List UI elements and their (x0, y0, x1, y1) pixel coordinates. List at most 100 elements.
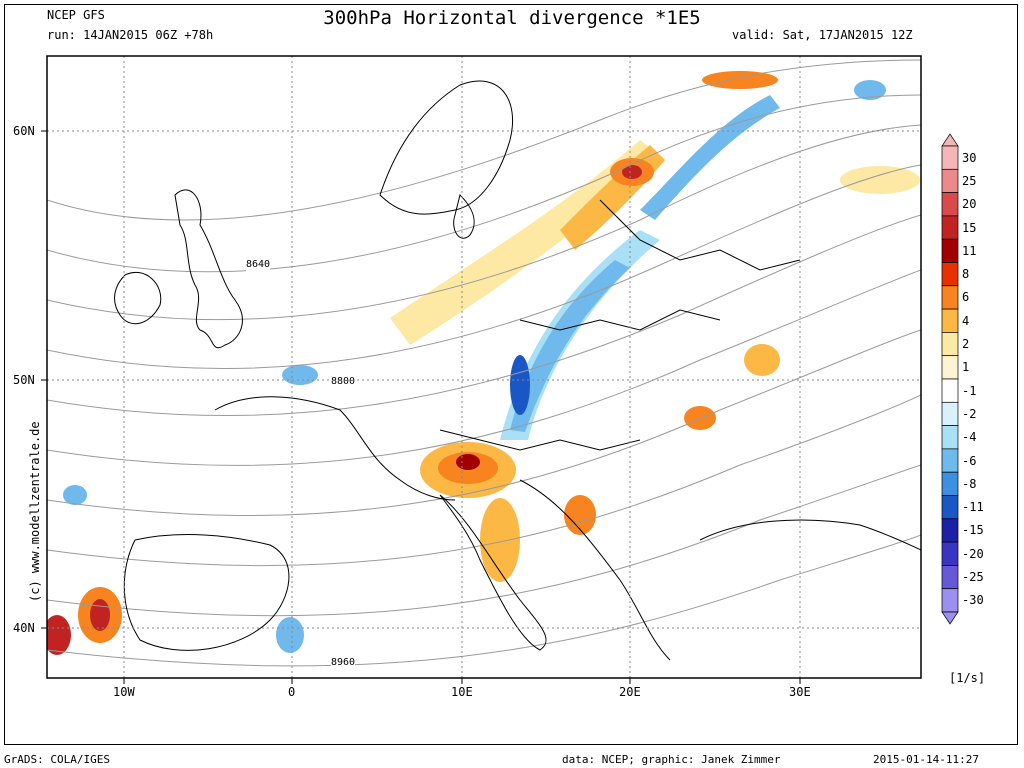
colorbar-swatch (941, 215, 959, 240)
colorbar-label: 2 (962, 337, 970, 352)
footer-center: data: NCEP; graphic: Janek Zimmer (562, 753, 781, 766)
model-label: NCEP GFS (47, 8, 105, 22)
colorbar-label: -8 (962, 476, 977, 491)
divergence-atlantic-core (90, 599, 110, 631)
colorbar-swatch (941, 238, 959, 263)
black-sea-coast (699, 519, 921, 551)
colorbar-label: 25 (962, 173, 977, 188)
map-border (46, 55, 922, 679)
colorbar-label: -30 (962, 593, 984, 608)
colorbar-arrow-bottom (941, 611, 959, 625)
colorbar-swatch (941, 425, 959, 450)
colorbar-label: -1 (962, 383, 977, 398)
balkans-coast (519, 479, 671, 661)
colorbar-label: 6 (962, 290, 970, 305)
lat-label-60n: 60N (13, 124, 35, 138)
colorbar-swatch (941, 192, 959, 217)
colorbar-label: -2 (962, 406, 977, 421)
footer-right: 2015-01-14-11:27 (873, 753, 979, 766)
colorbar-swatch (941, 145, 959, 170)
divergence-northeast (840, 166, 920, 194)
colorbar-unit: [1/s] (949, 671, 986, 685)
colorbar-swatch (941, 378, 959, 403)
colorbar (941, 133, 959, 625)
colorbar-label: -11 (962, 500, 984, 515)
colorbar-label: 20 (962, 197, 977, 212)
lon-label-30e: 30E (789, 685, 811, 699)
denmark-coast (453, 194, 475, 239)
colorbar-swatch (941, 495, 959, 520)
divergence-east (744, 344, 780, 376)
divergence-italy (480, 498, 520, 582)
colorbar-label: -4 (962, 430, 977, 445)
convergence-channel (282, 365, 318, 385)
divergence-atlantic-west (47, 615, 71, 655)
run-label: run: 14JAN2015 06Z +78h (47, 28, 214, 42)
colorbar-label: 1 (962, 360, 970, 375)
colorbar-label: 15 (962, 220, 977, 235)
france-coast (214, 396, 456, 501)
lon-label-10e: 10E (451, 685, 473, 699)
colorbar-swatch (941, 262, 959, 287)
convergence-atlantic (63, 485, 87, 505)
contour-label-8960: 8960 (331, 656, 356, 670)
divergence-carpathians (684, 406, 716, 430)
divergence-field (47, 56, 921, 678)
colorbar-label: 11 (962, 243, 977, 258)
contour-label-8800: 8800 (331, 375, 356, 389)
divergence-alps-core (456, 454, 480, 470)
convergence-band-inner (510, 260, 630, 432)
lon-label-20e: 20E (619, 685, 641, 699)
convergence-band-north (640, 95, 780, 220)
lon-label-10w: 10W (113, 685, 135, 699)
colorbar-swatch (941, 332, 959, 357)
lat-label-40n: 40N (13, 621, 35, 635)
colorbar-label: 8 (962, 267, 970, 282)
divergence-max-north-core (622, 165, 642, 179)
border-alps (439, 429, 641, 451)
colorbar-label: 4 (962, 313, 970, 328)
convergence-spain (276, 617, 304, 653)
colorbar-label: -20 (962, 546, 984, 561)
footer-left: GrADS: COLA/IGES (4, 753, 110, 766)
colorbar-swatch (941, 471, 959, 496)
colorbar-label: -6 (962, 453, 977, 468)
scandinavia-coast (379, 80, 514, 215)
coastlines (114, 80, 921, 661)
colorbar-swatch (941, 588, 959, 613)
iberia-coast (123, 534, 290, 651)
axis-ticks (41, 130, 801, 684)
colorbar-swatch (941, 448, 959, 473)
lat-label-50n: 50N (13, 373, 35, 387)
colorbar-swatch (941, 518, 959, 543)
contour-label-8640: 8640 (246, 258, 271, 272)
page-frame (4, 4, 1018, 745)
border-baltic (599, 199, 801, 271)
colorbar-swatch (941, 308, 959, 333)
height-isolines (47, 59, 921, 667)
convergence-northeast (854, 80, 886, 100)
border-central (519, 309, 721, 331)
colorbar-arrow-top (941, 133, 959, 147)
divergence-band-positive (390, 140, 660, 345)
ireland-coast (114, 271, 162, 325)
valid-label: valid: Sat, 17JAN2015 12Z (732, 28, 913, 42)
watermark: (c) www.modellzentrale.de (28, 421, 42, 602)
colorbar-swatch (941, 285, 959, 310)
colorbar-swatch (941, 401, 959, 426)
graticule (47, 56, 921, 678)
colorbar-label: -15 (962, 523, 984, 538)
colorbar-label: 30 (962, 150, 977, 165)
colorbar-swatch (941, 355, 959, 380)
colorbar-swatch (941, 541, 959, 566)
colorbar-swatch (941, 168, 959, 193)
convergence-core (510, 355, 530, 415)
lon-label-0: 0 (288, 685, 296, 699)
colorbar-label: -25 (962, 570, 984, 585)
divergence-top (702, 71, 778, 89)
chart-title: 300hPa Horizontal divergence *1E5 (323, 7, 701, 29)
italy-coast (439, 494, 547, 651)
great-britain-coast (174, 189, 243, 349)
colorbar-swatch (941, 565, 959, 590)
